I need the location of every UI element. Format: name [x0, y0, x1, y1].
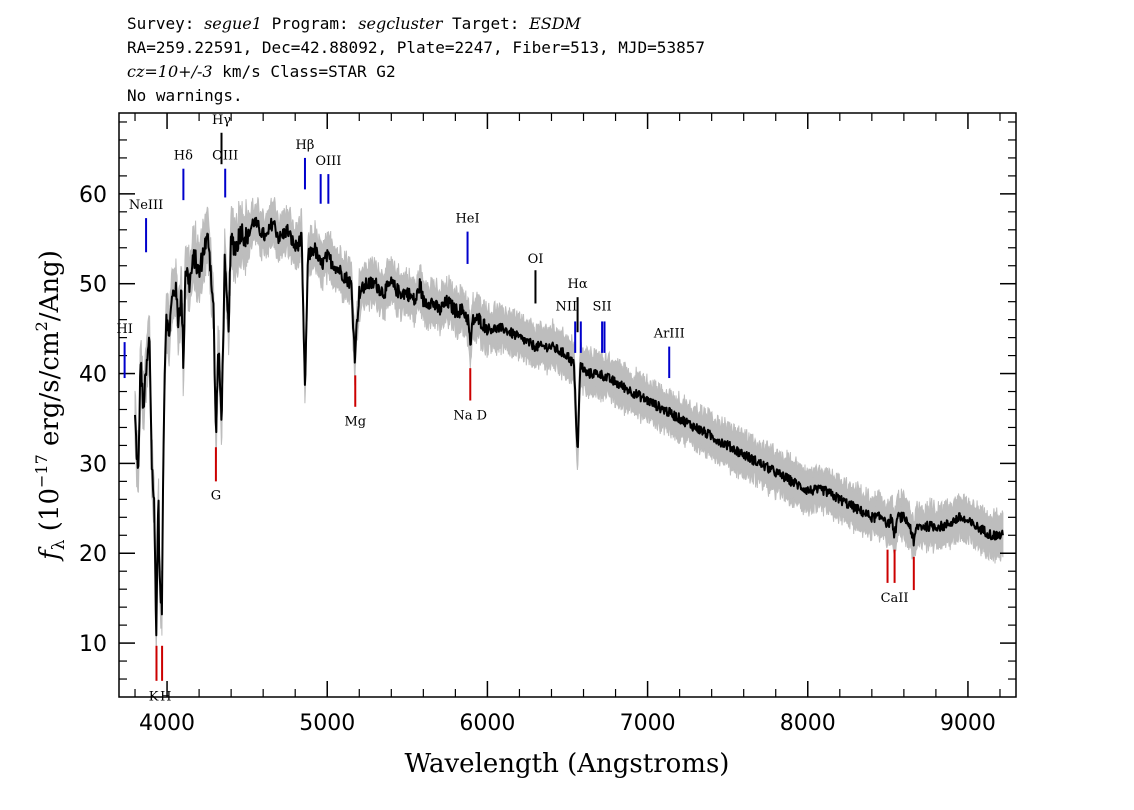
emission-line-label: OIII — [212, 149, 238, 164]
y-tick-label: 40 — [79, 363, 107, 388]
emission-line-label: HeI — [455, 212, 479, 227]
spectrum-line — [134, 216, 1004, 637]
class-text: km/s Class=STAR G2 — [213, 62, 396, 81]
absorption-line-label: K — [149, 690, 159, 705]
emission-line-label: NII — [556, 300, 578, 315]
y-axis-square: 2 — [32, 321, 51, 331]
y-tick-label: 30 — [79, 452, 107, 477]
survey-label: Survey: — [127, 14, 194, 33]
emission-line-label: Hγ — [212, 113, 231, 128]
y-axis-subscript: λ — [49, 539, 69, 550]
y-axis-unit-tail: /Ang) — [35, 250, 65, 321]
x-tick-label: 9000 — [940, 711, 996, 736]
emission-line-label: Hδ — [174, 149, 193, 164]
y-tick-label: 60 — [79, 183, 107, 208]
noise-envelope — [134, 197, 1004, 656]
emission-line-label: NeIII — [129, 198, 163, 213]
absorption-line-label: Na D — [453, 408, 487, 423]
emission-line-label: Hβ — [296, 138, 315, 153]
header-line-1: Survey: segue1 Program: segcluster Targe… — [127, 14, 582, 33]
header-line-2: RA=259.22591, Dec=42.88092, Plate=2247, … — [127, 38, 705, 57]
x-tick-label: 8000 — [780, 711, 836, 736]
redshift-value: cz=10+/-3 — [127, 62, 213, 81]
program-label: Program: — [272, 14, 349, 33]
emission-line-label: HI — [116, 322, 132, 337]
absorption-line-label: Mg — [344, 415, 366, 430]
header-line-3: cz=10+/-3 km/s Class=STAR G2 — [127, 62, 396, 81]
x-tick-label: 4000 — [139, 711, 195, 736]
plot-frame — [118, 112, 1017, 698]
absorption-line-label: G — [211, 488, 221, 503]
program-value: segcluster — [358, 14, 443, 33]
emission-line-label: OIII — [315, 154, 341, 169]
emission-line-label: Hα — [568, 277, 588, 292]
x-tick-label: 5000 — [299, 711, 355, 736]
y-tick-label: 10 — [79, 632, 107, 657]
y-axis-unit-prefix: (10 — [35, 488, 65, 531]
x-axis-title: Wavelength (Angstroms) — [405, 749, 730, 779]
target-label: Target: — [452, 14, 519, 33]
y-axis-exponent: −17 — [32, 454, 51, 488]
x-tick-label: 7000 — [620, 711, 676, 736]
header-line-4: No warnings. — [127, 86, 243, 105]
header: Survey: segue1 Program: segcluster Targe… — [127, 14, 705, 105]
y-axis-title: fλ (10−17 erg/s/cm2/Ang) — [32, 250, 69, 562]
axis-ticks: 4000 5000 6000 7000 8000 9000 10 20 30 40 50 60 — [79, 113, 1016, 736]
spectral-line-markers: HINeIIIHδHγOIIIHβOIIIHeIOINIIHαSIIArIIIK… — [116, 113, 915, 705]
target-value: ESDM — [528, 14, 581, 33]
y-tick-label: 20 — [79, 542, 107, 567]
absorption-line-label: CaII — [881, 591, 909, 606]
x-tick-label: 6000 — [459, 711, 515, 736]
y-tick-label: 50 — [79, 273, 107, 298]
noise-envelope-band — [134, 197, 1004, 656]
absorption-line-label: H — [160, 690, 171, 705]
y-axis-unit: erg/s/cm — [35, 331, 65, 446]
survey-value: segue1 — [204, 14, 262, 33]
emission-line-label: OI — [528, 252, 544, 267]
spectrum-series — [134, 216, 1004, 637]
emission-line-label: ArIII — [653, 327, 685, 342]
emission-line-label: SII — [593, 300, 612, 315]
